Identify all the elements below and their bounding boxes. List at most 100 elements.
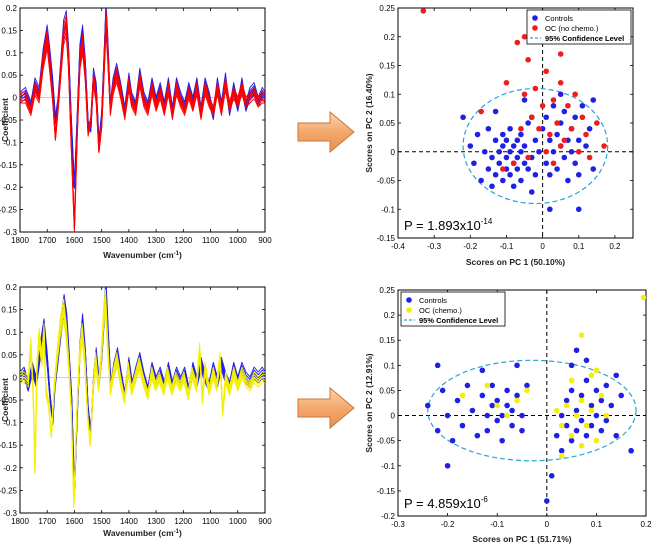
x-axis-label-text: Wavenumber (cm: [103, 528, 174, 538]
scatter-point-controls: [573, 427, 580, 434]
x-tick-label: -0.4: [391, 242, 405, 251]
scatter-point-controls: [579, 102, 586, 109]
scatter-point-controls: [578, 392, 585, 399]
y-tick-label: 0.05: [1, 71, 17, 80]
scatter-point-controls: [578, 417, 585, 424]
y-tick-label: 0: [13, 373, 18, 382]
scatter-point-controls: [521, 143, 528, 149]
scatter-point-controls: [514, 137, 521, 144]
scatter-point-oc-no-chemo-: [575, 148, 582, 155]
arrow-right-icon: [297, 110, 355, 154]
x-tick-label: 1600: [66, 236, 84, 245]
p-value-exponent: -6: [481, 495, 489, 504]
scatter-point-controls: [558, 447, 565, 454]
x-tick-label: 1600: [66, 517, 84, 526]
scatter-point-oc-chemo-: [593, 437, 600, 444]
scatter-point-oc-no-chemo-: [521, 33, 528, 40]
y-tick-label: 0.2: [384, 33, 396, 42]
scatter-point-controls: [469, 407, 476, 414]
scatter-point-controls: [603, 417, 610, 424]
scatter-point-controls: [568, 362, 575, 369]
legend-marker: [406, 297, 412, 303]
scatter-point-controls: [628, 447, 634, 454]
scatter-point-controls: [608, 402, 615, 409]
scatter-point-controls: [489, 183, 495, 190]
scatter-point-controls: [521, 160, 528, 167]
chart-panel-3: 1800 1700 1600 1500 1400 1300 1200 1100 1000 900 0…: [0, 283, 272, 538]
scatter-point-oc-chemo-: [573, 412, 580, 419]
scatter-point-oc-no-chemo-: [539, 102, 546, 109]
y-tick-label: 0.15: [379, 62, 395, 71]
scatter-point-oc-no-chemo-: [601, 143, 607, 149]
y-axis-label: Coefficient: [0, 98, 10, 142]
scatter-point-oc-no-chemo-: [543, 68, 550, 75]
scatter-point-controls: [575, 137, 582, 144]
y-tick-label: 0: [391, 412, 396, 421]
scatter-point-controls: [510, 183, 517, 190]
scatter-point-controls: [598, 427, 605, 434]
scatter-point-controls: [568, 387, 575, 394]
x-axis-label-close: ): [179, 250, 182, 260]
scatter-point-controls: [434, 362, 441, 369]
scatter-point-oc-chemo-: [504, 412, 510, 419]
scatter-point-controls: [550, 148, 557, 155]
x-tick-label: 1300: [147, 517, 165, 526]
scatter-point-controls: [507, 125, 513, 132]
scatter-point-controls: [573, 407, 580, 414]
x-axis-label: Wavenumber (cm-1): [103, 528, 182, 538]
scatter-point-controls: [503, 154, 510, 161]
scatter-point-oc-no-chemo-: [543, 148, 550, 155]
scatter-point-oc-no-chemo-: [561, 137, 568, 144]
scatter-point-controls: [514, 154, 521, 161]
scatter-point-oc-chemo-: [568, 377, 575, 384]
scatter-point-oc-no-chemo-: [500, 166, 506, 172]
plot-area: [20, 287, 265, 509]
scatter-point-controls: [478, 177, 484, 184]
y-tick-label: -0.15: [0, 161, 18, 170]
chart-panel-4: -0.3 -0.2 -0.1 0 0.1 0.20.250.20.150.10.050-0…: [364, 286, 652, 544]
scatter-point-oc-no-chemo-: [528, 114, 535, 121]
scatter-point-controls: [514, 166, 521, 172]
scatter-point-controls: [518, 177, 524, 184]
x-tick-label: 0: [545, 520, 550, 529]
scatter-point-controls: [603, 382, 610, 389]
scatter-point-controls: [548, 473, 555, 479]
scatter-point-controls: [474, 131, 481, 138]
y-tick-label: -0.05: [377, 177, 396, 186]
scatter-point-controls: [561, 154, 568, 161]
scatter-point-controls: [590, 97, 597, 103]
scatter-point-controls: [568, 437, 575, 444]
scatter-point-oc-no-chemo-: [586, 154, 593, 161]
scatter-point-controls: [583, 357, 590, 364]
x-tick-label: 1700: [38, 517, 56, 526]
scatter-point-controls: [528, 189, 535, 195]
scatter-point-controls: [459, 422, 466, 429]
x-tick-label: 0.2: [640, 520, 652, 529]
y-tick-label: -0.05: [0, 396, 18, 405]
scatter-point-oc-no-chemo-: [594, 120, 600, 126]
y-tick-label: 0: [13, 94, 18, 103]
scatter-point-controls: [547, 206, 553, 213]
scatter-point-controls: [561, 108, 568, 115]
scatter-point-controls: [590, 166, 597, 172]
scatter-point-oc-no-chemo-: [568, 125, 575, 132]
x-tick-label: -0.1: [490, 520, 504, 529]
y-tick-label: -0.1: [3, 419, 17, 428]
x-axis-label: Scores on PC 1 (51.71%): [472, 534, 571, 544]
scatter-point-controls: [509, 422, 515, 429]
x-tick-label: 1800: [11, 236, 29, 245]
scatter-point-controls: [588, 422, 595, 429]
scatter-point-controls: [514, 362, 520, 369]
scatter-point-controls: [479, 392, 486, 399]
scatter-point-controls: [563, 397, 570, 404]
y-tick-label: -0.15: [0, 441, 18, 450]
y-tick-label: -0.15: [377, 487, 396, 496]
scatter-point-controls: [492, 171, 499, 178]
scatter-point-controls: [492, 137, 499, 144]
y-tick-label: 0.2: [384, 311, 396, 320]
x-axis-label-exponent: -1: [174, 251, 180, 257]
legend-marker: [406, 307, 412, 313]
scatter-point-controls: [434, 427, 441, 434]
scatter-point-oc-no-chemo-: [565, 102, 571, 109]
